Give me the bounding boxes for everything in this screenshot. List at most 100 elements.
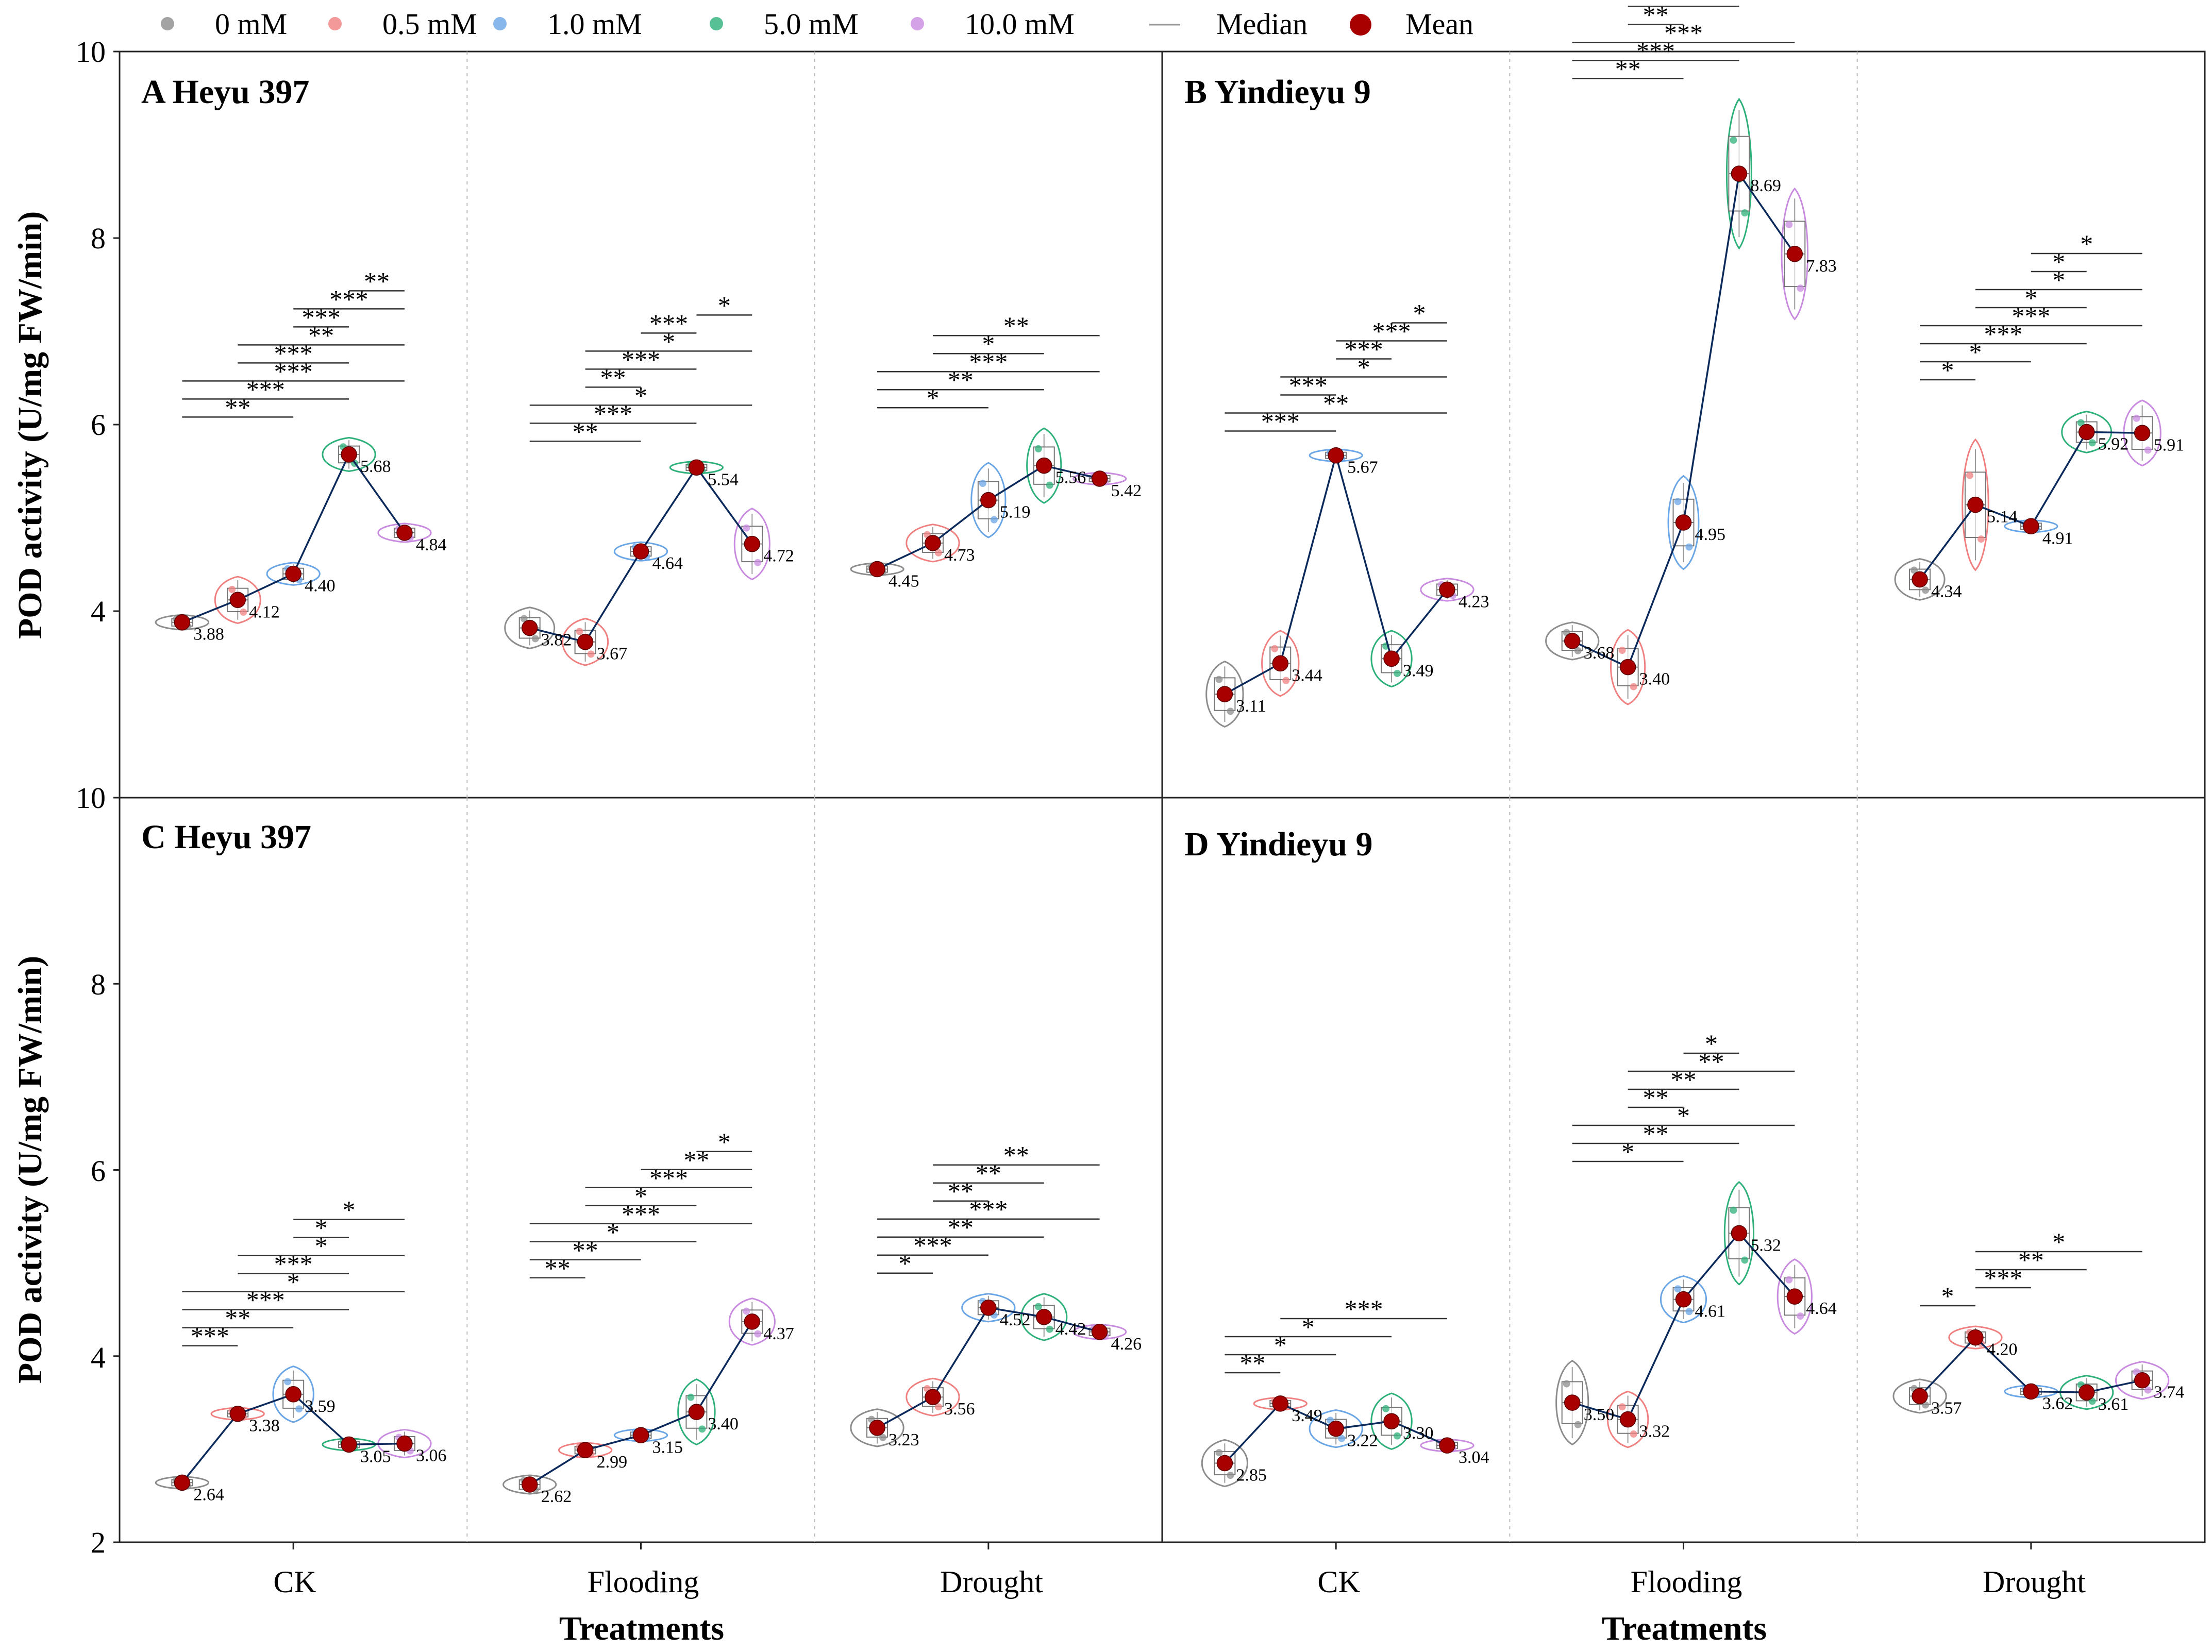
data-point <box>1797 1312 1804 1320</box>
data-point <box>754 559 762 566</box>
category-group-0: 3.113.445.673.494.23**************** <box>1205 298 1489 728</box>
significance-label: ** <box>573 1236 598 1265</box>
data-point <box>754 1330 762 1338</box>
mean-value-label: 4.45 <box>889 572 919 591</box>
significance-label: *** <box>622 1200 660 1228</box>
significance-label: ** <box>225 1304 250 1333</box>
significance-label: *** <box>302 302 341 331</box>
significance-label: ** <box>948 1213 974 1242</box>
y-tick-bottom-4: 4 <box>91 1341 106 1374</box>
mean-value-label: 4.91 <box>2042 529 2073 548</box>
violin <box>1606 1390 1649 1448</box>
data-point <box>284 1378 292 1386</box>
violin <box>906 524 960 563</box>
mean-dot <box>1035 457 1052 474</box>
mean-value-label: 5.42 <box>1111 481 1142 500</box>
violin <box>1020 1293 1068 1341</box>
legend-swatch-2 <box>493 17 507 30</box>
mean-dot <box>1731 165 1748 182</box>
violin <box>272 1366 314 1423</box>
category-group-1: 3.503.324.615.324.64*********** <box>1555 1029 1837 1448</box>
mean-dot <box>2134 425 2151 442</box>
significance-label: *** <box>1984 319 2022 348</box>
mean-dot <box>341 446 357 463</box>
data-point <box>743 1307 750 1315</box>
mean-value-label: 3.40 <box>1639 670 1670 689</box>
data-point <box>295 1405 303 1413</box>
mean-value-label: 3.11 <box>1236 697 1266 716</box>
mean-value-label: 4.20 <box>1987 1340 2018 1359</box>
violin <box>1370 1392 1413 1450</box>
significance-label: *** <box>913 1231 952 1260</box>
mean-value-label: 5.92 <box>2098 434 2129 453</box>
mean-value-label: 3.32 <box>1639 1422 1670 1441</box>
mean-value-label: 3.62 <box>2042 1394 2073 1413</box>
mean-value-label: 3.88 <box>193 625 224 644</box>
mean-dot <box>869 1420 885 1436</box>
data-point <box>1977 535 1985 543</box>
mean-value-label: 5.67 <box>1347 458 1378 477</box>
mean-value-label: 3.49 <box>1292 1406 1322 1425</box>
mean-dot <box>980 1300 997 1316</box>
mean-value-label: 3.38 <box>249 1417 279 1436</box>
data-point <box>1034 445 1042 453</box>
data-point <box>1785 221 1793 228</box>
data-point <box>687 1393 695 1401</box>
category-group-1: 2.622.993.153.404.37*************** <box>502 1127 794 1506</box>
mean-value-label: 3.49 <box>1403 661 1434 680</box>
data-point <box>1394 1432 1401 1440</box>
mean-dot <box>1731 1225 1748 1242</box>
significance-label: ** <box>545 1254 571 1283</box>
significance-label: *** <box>1345 1294 1383 1323</box>
significance-label: * <box>1677 1101 1690 1130</box>
mean-value-label: 4.12 <box>249 602 279 621</box>
mean-dot <box>2023 1383 2039 1400</box>
data-point <box>1338 1435 1346 1442</box>
data-point <box>1674 1285 1682 1293</box>
mean-dot <box>285 1386 301 1403</box>
significance-label: *** <box>649 309 688 338</box>
significance-label: ** <box>1643 0 1669 29</box>
violin <box>504 606 556 649</box>
violin <box>1962 438 1989 571</box>
significance-label: ** <box>573 417 598 446</box>
significance-label: * <box>607 1218 619 1246</box>
violin <box>1545 621 1600 661</box>
mean-dot <box>577 1442 594 1458</box>
significance-label: * <box>1302 1312 1315 1341</box>
data-point <box>1797 284 1804 292</box>
mean-value-label: 3.68 <box>1584 644 1615 663</box>
mean-value-label: 4.26 <box>1111 1335 1142 1354</box>
significance-label: ** <box>600 363 626 392</box>
violin <box>562 617 609 666</box>
violin <box>733 508 770 581</box>
violin <box>2059 1375 2114 1410</box>
significance-label: ** <box>1615 54 1641 83</box>
panel-3: 2.853.493.22 3.303.04*******3.503.324.615… <box>1201 798 2184 1549</box>
mean-dot <box>1272 1395 1289 1412</box>
violin <box>1610 629 1646 705</box>
legend-mean-dot <box>1350 14 1371 36</box>
data-point <box>240 609 247 616</box>
data-point <box>587 650 595 658</box>
significance-label: ** <box>1698 1047 1724 1076</box>
significance-label: * <box>634 1182 647 1210</box>
violin <box>1660 1275 1707 1324</box>
data-point <box>1618 647 1626 654</box>
mean-value-label: 8.69 <box>1750 176 1781 195</box>
mean-dot <box>1091 470 1108 487</box>
data-point <box>1563 1380 1570 1388</box>
mean-value-label: 3.56 <box>944 1400 975 1419</box>
data-point <box>1630 1430 1637 1438</box>
significance-label: * <box>926 383 939 412</box>
panel-1: 3.113.445.673.494.23****************3.68… <box>1205 0 2184 798</box>
significance-label: ** <box>1239 1348 1265 1377</box>
category-group-0: 2.853.493.22 3.303.04******* <box>1201 1294 1489 1488</box>
significance-label: ** <box>2018 1245 2044 1274</box>
mean-dot <box>1383 650 1400 667</box>
legend-label-2: 1.0 mM <box>547 7 642 41</box>
mean-dot <box>1216 686 1233 702</box>
mean-value-label: 5.14 <box>1987 508 2018 527</box>
mean-dot <box>174 614 191 631</box>
data-point <box>1394 669 1401 677</box>
